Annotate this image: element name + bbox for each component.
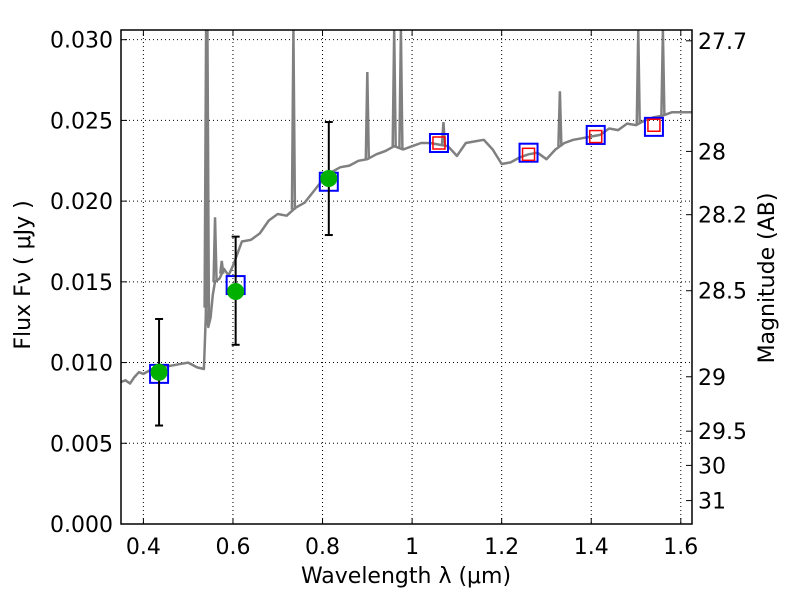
x-tick-label: 1.6 (663, 535, 698, 560)
y-tick-label: 0.010 (50, 352, 113, 377)
observed-point (320, 170, 338, 188)
y-right-tick-label: 29 (698, 366, 726, 391)
model-flux-square (518, 142, 539, 163)
y-right-tick-label: 28.5 (698, 280, 747, 305)
y-right-tick-label: 28.2 (698, 204, 747, 229)
y-axis-right-label: Magnitude (AB) (755, 193, 780, 364)
x-tick-label: 0.6 (215, 535, 250, 560)
observed-point (150, 363, 168, 381)
y-right-tick-label: 29.5 (698, 420, 747, 445)
y-right-tick-label: 30 (698, 454, 726, 479)
y-right-tick-label: 28 (698, 140, 726, 165)
sed-emission-spike (212, 217, 218, 282)
y-tick-label: 0.020 (50, 190, 113, 215)
limit-square (521, 147, 536, 162)
sed-emission-spike (219, 260, 225, 274)
axes: 0.4 0.6 0.8 1 1.2 1.4 1.6 0.000 0.005 0.010 0.015 0… (50, 29, 747, 560)
sed-emission-spike (398, 30, 404, 149)
x-tick-label: 0.4 (126, 535, 161, 560)
limit-square (647, 118, 661, 132)
y-axis-label: Flux Fν ( μJy ) (11, 200, 36, 349)
y-right-tick-label: 31 (698, 490, 726, 515)
model-flux-square (428, 133, 449, 154)
y-tick-label: 0.030 (50, 29, 113, 54)
sed-emission-spike (204, 30, 211, 320)
x-tick-label: 0.8 (305, 535, 340, 560)
plot-frame (120, 29, 693, 525)
x-tick-label: 1.2 (484, 535, 519, 560)
sed-emission-spike (660, 30, 666, 116)
x-tick-label: 1 (405, 535, 419, 560)
sed-emission-spike (635, 30, 642, 125)
sed-model-line (121, 111, 692, 385)
y-tick-label: 0.025 (50, 109, 113, 134)
x-axis-label: Wavelength λ (μm) (301, 564, 511, 589)
sed-emission-spike (557, 91, 563, 147)
model-flux-square (643, 116, 664, 137)
sed-emission-spike (391, 30, 397, 147)
y-tick-label: 0.015 (50, 271, 113, 296)
sed-emission-spike (364, 71, 371, 160)
sed-emission-spike (290, 30, 297, 210)
x-tick-label: 1.4 (574, 535, 609, 560)
y-tick-label: 0.000 (50, 513, 113, 538)
observed-point (227, 283, 245, 301)
limit-square (432, 136, 446, 150)
model-flux-square (585, 124, 606, 145)
y-right-tick-label: 27.7 (698, 30, 747, 55)
plot-area (121, 30, 692, 385)
y-tick-label: 0.005 (50, 432, 113, 457)
limit-square (588, 129, 603, 144)
